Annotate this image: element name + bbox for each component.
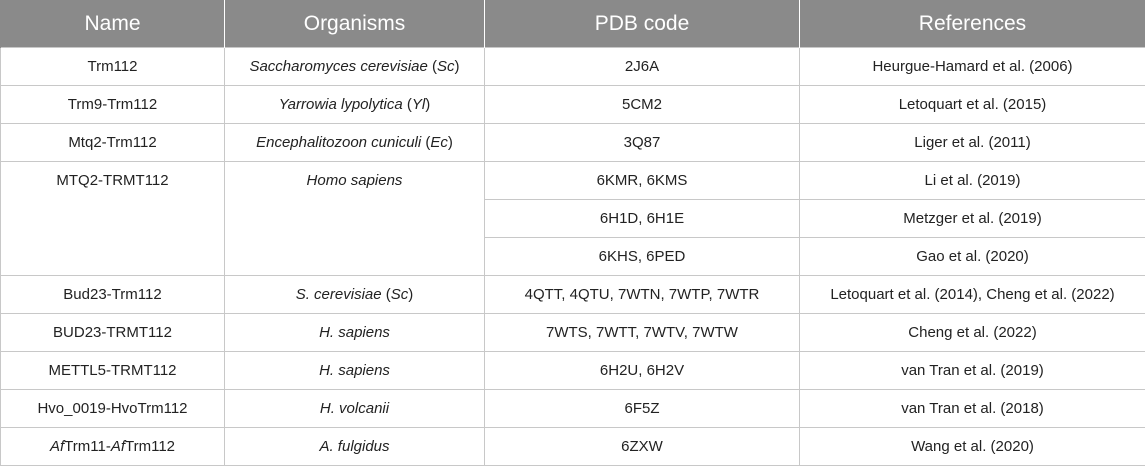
cell-pdb: 6H1D, 6H1E xyxy=(484,199,800,238)
header-pdb-code: PDB code xyxy=(484,0,800,48)
cell-organism: H. volcanii xyxy=(224,389,485,428)
cell-reference: Metzger et al. (2019) xyxy=(799,199,1145,238)
cell-pdb: 6KMR, 6KMS xyxy=(484,161,800,200)
cell-name: AfTrm11-AfTrm112 xyxy=(0,427,225,466)
table-row: Trm112 Saccharomyces cerevisiae (Sc) 2J6… xyxy=(0,47,1145,86)
cell-name: Trm112 xyxy=(0,47,225,86)
header-organisms: Organisms xyxy=(224,0,485,48)
table-row: Trm9-Trm112 Yarrowia lypolytica (Yl) 5CM… xyxy=(0,85,1145,124)
table-row: 6KHS, 6PED Gao et al. (2020) xyxy=(1,237,1145,276)
cell-organism: Homo sapiens xyxy=(224,161,485,276)
cell-pdb: 6KHS, 6PED xyxy=(484,237,800,276)
cell-organism: Yarrowia lypolytica (Yl) xyxy=(224,85,485,124)
header-references: References xyxy=(799,0,1145,48)
cell-name: METTL5-TRMT112 xyxy=(0,351,225,390)
table-header: Name Organisms PDB code References xyxy=(0,0,1145,48)
table-row: BUD23-TRMT112 H. sapiens 7WTS, 7WTT, 7WT… xyxy=(0,313,1145,352)
cell-name: Trm9-Trm112 xyxy=(0,85,225,124)
cell-name: Hvo_0019-HvoTrm112 xyxy=(0,389,225,428)
cell-name: MTQ2-TRMT112 xyxy=(0,161,225,276)
header-row: Name Organisms PDB code References xyxy=(0,0,1145,48)
cell-reference: Gao et al. (2020) xyxy=(799,237,1145,276)
cell-reference: van Tran et al. (2018) xyxy=(799,389,1145,428)
cell-organism: S. cerevisiae (Sc) xyxy=(224,275,485,314)
header-name: Name xyxy=(0,0,225,48)
cell-pdb: 6ZXW xyxy=(484,427,800,466)
table-body: Trm112 Saccharomyces cerevisiae (Sc) 2J6… xyxy=(0,47,1145,466)
cell-reference: Letoquart et al. (2015) xyxy=(799,85,1145,124)
cell-pdb: 5CM2 xyxy=(484,85,800,124)
table-row: Hvo_0019-HvoTrm112 H. volcanii 6F5Z van … xyxy=(0,389,1145,428)
cell-name: Bud23-Trm112 xyxy=(0,275,225,314)
table-row: Mtq2-Trm112 Encephalitozoon cuniculi (Ec… xyxy=(0,123,1145,162)
cell-pdb: 6F5Z xyxy=(484,389,800,428)
cell-organism: Encephalitozoon cuniculi (Ec) xyxy=(224,123,485,162)
cell-pdb: 4QTT, 4QTU, 7WTN, 7WTP, 7WTR xyxy=(484,275,800,314)
table-row: METTL5-TRMT112 H. sapiens 6H2U, 6H2V van… xyxy=(0,351,1145,390)
cell-pdb: 7WTS, 7WTT, 7WTV, 7WTW xyxy=(484,313,800,352)
cell-reference: Letoquart et al. (2014), Cheng et al. (2… xyxy=(799,275,1145,314)
table-row: MTQ2-TRMT112 Homo sapiens 6KMR, 6KMS Li … xyxy=(0,161,1145,276)
cell-reference: Li et al. (2019) xyxy=(799,161,1145,200)
cell-pdb: 6H2U, 6H2V xyxy=(484,351,800,390)
cell-reference: Liger et al. (2011) xyxy=(799,123,1145,162)
cell-pdb: 3Q87 xyxy=(484,123,800,162)
cell-organism: H. sapiens xyxy=(224,351,485,390)
cell-reference: Cheng et al. (2022) xyxy=(799,313,1145,352)
cell-reference: Wang et al. (2020) xyxy=(799,427,1145,466)
cell-reference: Heurgue-Hamard et al. (2006) xyxy=(799,47,1145,86)
table-row: 6H1D, 6H1E Metzger et al. (2019) xyxy=(1,199,1145,238)
cell-name: BUD23-TRMT112 xyxy=(0,313,225,352)
cell-name: Mtq2-Trm112 xyxy=(0,123,225,162)
cell-organism: H. sapiens xyxy=(224,313,485,352)
cell-organism: A. fulgidus xyxy=(224,427,485,466)
cell-organism: Saccharomyces cerevisiae (Sc) xyxy=(224,47,485,86)
table-row: AfTrm11-AfTrm112 A. fulgidus 6ZXW Wang e… xyxy=(0,427,1145,466)
table-row: Bud23-Trm112 S. cerevisiae (Sc) 4QTT, 4Q… xyxy=(0,275,1145,314)
cell-pdb: 2J6A xyxy=(484,47,800,86)
cell-reference: van Tran et al. (2019) xyxy=(799,351,1145,390)
